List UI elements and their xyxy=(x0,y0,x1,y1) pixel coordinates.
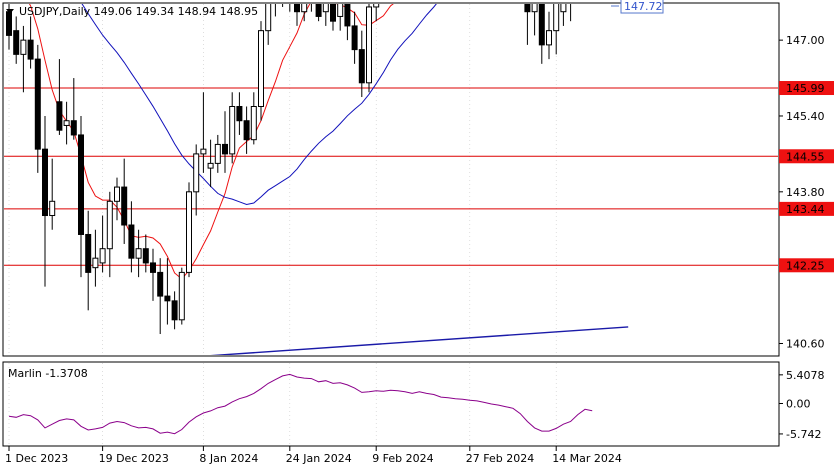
marlin-oscillator xyxy=(8,373,593,435)
x-tick-label: 9 Feb 2024 xyxy=(372,452,433,465)
candles xyxy=(6,4,572,335)
price-axis: 150.80150.20149.72148.82147.00145.99145.… xyxy=(611,0,834,441)
candle-bull xyxy=(200,148,207,155)
candle-bull xyxy=(531,4,538,13)
candle-bull xyxy=(553,4,560,32)
moving-averages xyxy=(28,4,437,280)
chevron-down-icon[interactable] xyxy=(6,9,14,14)
candle-bull xyxy=(250,106,257,141)
y-tick-label: 145.40 xyxy=(786,110,825,123)
candle-bear xyxy=(315,4,322,17)
osc-y-tick-label: -5.742 xyxy=(786,428,821,441)
candle-bull xyxy=(301,4,308,13)
candle-bull xyxy=(178,271,185,321)
level-label: 144.55 xyxy=(786,150,825,163)
osc-y-tick-label: 5.4078 xyxy=(786,369,825,382)
candle-bull xyxy=(106,200,113,250)
ma-slow-line xyxy=(81,4,437,206)
candle-bull xyxy=(214,143,221,164)
candle-bear xyxy=(243,120,250,141)
osc-y-tick-label: 0.00 xyxy=(786,398,811,411)
candle-bear xyxy=(27,39,34,60)
time-axis: 1 Dec 2023 19 Dec 2023 8 Jan 2024 24 Jan 20… xyxy=(5,446,622,465)
chart-title: USDJPY,Daily 149.06 149.34 148.94 148.95 xyxy=(19,5,258,18)
level-label: 143.44 xyxy=(786,203,825,216)
oscillator-title: Marlin -1.3708 xyxy=(8,367,88,380)
candle-bull xyxy=(229,106,236,155)
candle-bear xyxy=(538,4,545,46)
x-tick-label: 27 Feb 2024 xyxy=(466,452,534,465)
candle-bear xyxy=(142,248,149,264)
marlin-line xyxy=(8,373,593,435)
candle-bull xyxy=(63,120,70,126)
candle-bear xyxy=(70,120,77,136)
level-label: 145.99 xyxy=(786,82,825,95)
price-panel-frame xyxy=(2,2,780,357)
candle-bull xyxy=(546,30,552,46)
candle-bear xyxy=(121,186,128,226)
candle-bull xyxy=(322,4,329,13)
ma-value-label: 147.72 xyxy=(624,0,663,13)
level-label-bg xyxy=(779,258,834,273)
level-label-bg xyxy=(779,201,834,216)
candle-bear xyxy=(344,4,351,27)
candle-bull xyxy=(186,191,192,273)
candle-bull xyxy=(92,257,99,269)
candle-bear xyxy=(222,143,228,155)
candle-bull xyxy=(49,200,56,217)
level-label: 142.25 xyxy=(786,259,825,272)
candle-bear xyxy=(6,11,12,36)
candle-bear xyxy=(56,101,63,131)
candle-bull xyxy=(193,153,200,193)
y-tick-label: 147.00 xyxy=(786,34,825,47)
candle-bear xyxy=(330,4,336,22)
candle-bear xyxy=(34,58,41,150)
x-tick-label: 19 Dec 2023 xyxy=(99,452,169,465)
x-tick-label: 24 Jan 2024 xyxy=(286,452,352,465)
candle-bear xyxy=(13,30,20,55)
candle-bear xyxy=(294,4,300,13)
candle-bull xyxy=(135,248,142,259)
trendline xyxy=(210,326,629,355)
x-tick-label: 1 Dec 2023 xyxy=(5,452,68,465)
candle-bull xyxy=(373,4,380,8)
level-label-bg xyxy=(779,149,834,164)
candle-bull xyxy=(258,30,264,107)
candle-bear xyxy=(164,295,171,302)
candle-bull xyxy=(265,4,272,32)
x-tick-label: 14 Mar 2024 xyxy=(552,452,622,465)
y-tick-label: 143.80 xyxy=(786,186,825,199)
candle-bear xyxy=(351,25,358,51)
candle-bear xyxy=(128,224,135,259)
candle-bear xyxy=(358,49,365,84)
ma-fast-line xyxy=(28,4,394,280)
candle-bear xyxy=(171,300,178,321)
horizontal-levels xyxy=(4,87,778,266)
grid-lines xyxy=(8,4,557,445)
candle-bull xyxy=(337,4,344,17)
level-label-bg xyxy=(779,81,834,96)
candle-bear xyxy=(524,4,531,13)
ma-value-box xyxy=(620,0,664,14)
chart-title-group: USDJPY,Daily 149.06 149.34 148.94 148.95 xyxy=(6,5,258,18)
candle-bull xyxy=(114,186,120,202)
x-tick-label: 8 Jan 2024 xyxy=(199,452,258,465)
candle-bear xyxy=(236,106,243,122)
candle-bull xyxy=(99,248,106,264)
candle-bull xyxy=(20,39,27,55)
candle-bull xyxy=(207,162,214,169)
y-tick-label: 140.60 xyxy=(786,338,825,351)
candle-bear xyxy=(42,148,48,217)
candle-bear xyxy=(78,134,84,235)
candle-bear xyxy=(157,271,164,297)
candle-bull xyxy=(560,4,567,13)
candle-bull xyxy=(366,6,372,84)
candle-bear xyxy=(85,233,92,273)
candle-bear xyxy=(150,262,156,273)
trendlines xyxy=(210,326,629,355)
